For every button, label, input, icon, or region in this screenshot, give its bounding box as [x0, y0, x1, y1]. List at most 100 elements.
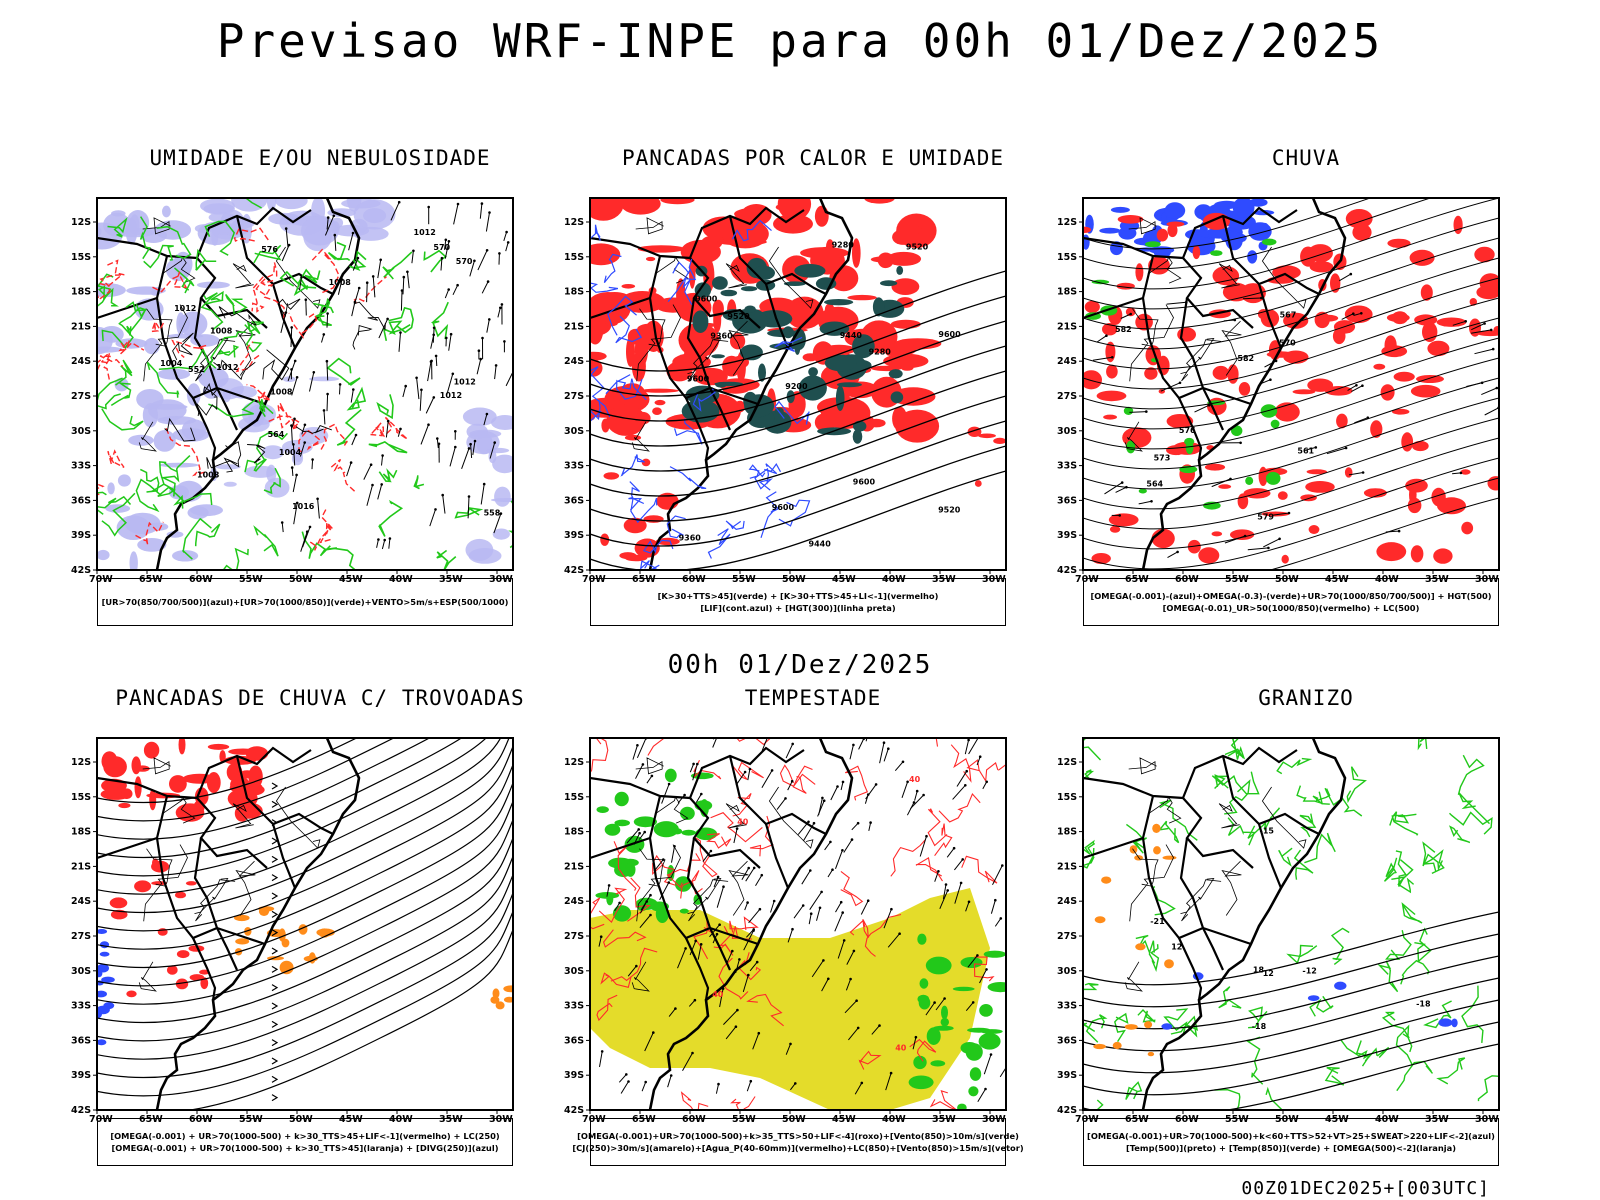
- divergence-blue-cell: [97, 990, 107, 998]
- ur-low-contour-line: [126, 303, 147, 336]
- wind-vector: [851, 822, 859, 831]
- omega-red-cell: [1151, 528, 1175, 549]
- border-line: [1083, 236, 1254, 329]
- omega-red-cell: [1306, 469, 1327, 475]
- ur-low-contour-east-line: [301, 531, 338, 559]
- wind850-green-cell: [681, 829, 696, 836]
- instability-red-cell: [590, 243, 621, 266]
- hgt500-isoline-line: [1083, 397, 1499, 490]
- wind-vector: [334, 235, 337, 251]
- wind-vector-head: [874, 783, 878, 786]
- wind-vector: [994, 918, 1002, 927]
- ur-low-contour-line: [217, 344, 240, 358]
- wind-vector: [1471, 323, 1485, 331]
- lon-label: 70W: [89, 574, 113, 585]
- thickness-contour-line: [235, 341, 260, 373]
- state-line: [1221, 320, 1242, 376]
- wind-vector: [326, 217, 329, 230]
- lat-label: 15S: [71, 252, 91, 263]
- wind-vector: [377, 259, 382, 279]
- omega-red-cell: [1363, 488, 1387, 498]
- lon-label: 70W: [582, 574, 606, 585]
- wind-vector-head: [432, 333, 436, 337]
- wind-vector-head: [709, 849, 713, 853]
- wind-vector: [939, 890, 949, 909]
- wind-vector: [388, 538, 391, 549]
- map-frame: [96, 737, 514, 1111]
- contour-label: 9600: [687, 375, 710, 384]
- temp850-contour-line: [1396, 1060, 1434, 1092]
- lat-label: 15S: [564, 792, 584, 803]
- lon-label: 70W: [1075, 1114, 1099, 1125]
- contour-label: 40: [737, 817, 749, 826]
- lat-label: 36S: [564, 1035, 584, 1046]
- state-line: [688, 339, 729, 382]
- lif-contour-line: [642, 539, 674, 554]
- state-line: [639, 308, 666, 347]
- state-line: [232, 803, 254, 829]
- contour-label: -12: [1302, 967, 1316, 976]
- wind-vector: [326, 393, 329, 412]
- instability-red-cell: [695, 368, 702, 378]
- legend-line: [LIF](cont.azul) + [HGT(300)](linha pret…: [700, 603, 896, 613]
- border-line: [216, 926, 266, 946]
- lat-label: 27S: [1057, 391, 1077, 402]
- wind-vector: [646, 775, 653, 784]
- contour-label: 40: [909, 775, 921, 784]
- wind-vector-head: [488, 318, 491, 321]
- wind-vector: [311, 459, 314, 470]
- omega-red-cell: [1474, 246, 1495, 263]
- contour-label: 570: [1279, 339, 1296, 348]
- wind-vector-head: [717, 1082, 720, 1086]
- thickness-contour-line: [99, 355, 124, 380]
- wind-vector: [324, 215, 335, 236]
- page-title: Previsao WRF-INPE para 00h 01/Dez/2025: [216, 14, 1384, 68]
- wind-vector-head: [399, 331, 402, 334]
- wind-vector-head: [1349, 272, 1353, 276]
- thickness-contour-line: [135, 521, 164, 546]
- precip-water-contour-line: [598, 887, 628, 924]
- temp850-contour-line: [1137, 1008, 1156, 1023]
- border-line: [764, 823, 790, 889]
- wind-vector: [1341, 313, 1354, 320]
- instability-red-sea-cell: [974, 480, 982, 487]
- thickness-contour-line: [251, 276, 265, 313]
- temp850-contour-line: [1148, 944, 1160, 973]
- wind-vector-head: [964, 784, 967, 787]
- wind-vector-head: [388, 537, 392, 540]
- border-line: [709, 386, 759, 406]
- wind-vector: [444, 289, 450, 299]
- lat-label: 36S: [564, 495, 584, 506]
- wind-vector-head: [898, 932, 901, 935]
- wind-vector: [419, 389, 422, 411]
- wind-vector: [854, 1082, 863, 1095]
- ur-low-contour-line: [244, 458, 267, 473]
- border-line: [590, 836, 651, 860]
- ur-low-contour-line: [253, 244, 282, 264]
- lif-contour-line: [778, 499, 811, 527]
- lat-label: 27S: [1057, 931, 1077, 942]
- wind850-green-east-cell: [930, 1060, 946, 1067]
- thickness-contour-line: [165, 426, 205, 477]
- wind-vector-head: [436, 437, 439, 440]
- wind-vector-head: [397, 200, 401, 204]
- map-frame: [96, 197, 514, 571]
- lon-label: 50W: [782, 574, 806, 585]
- wind-vector-head: [449, 332, 453, 336]
- wind-vector-head: [715, 932, 719, 936]
- wind-vector-head: [481, 336, 484, 340]
- wind-vector-head: [1352, 312, 1355, 315]
- wind850-green-cell: [674, 876, 692, 892]
- ur-low-contour-line: [253, 525, 279, 557]
- omega-red-cell: [1410, 384, 1441, 398]
- wind-vector-head: [933, 1001, 936, 1004]
- wind-vector-head: [1397, 529, 1401, 533]
- lat-label: 18S: [1057, 287, 1077, 298]
- convection-red-south-cell: [151, 881, 167, 886]
- lat-label: 30S: [1057, 966, 1077, 977]
- panel-legend: [K>30+TTS>45](verde) + [K>30+TTS>45+LI<-…: [590, 578, 1006, 626]
- omega-blue-cell: [1149, 246, 1175, 254]
- wind-vector-head: [683, 793, 686, 797]
- contour-label: 570: [456, 257, 473, 266]
